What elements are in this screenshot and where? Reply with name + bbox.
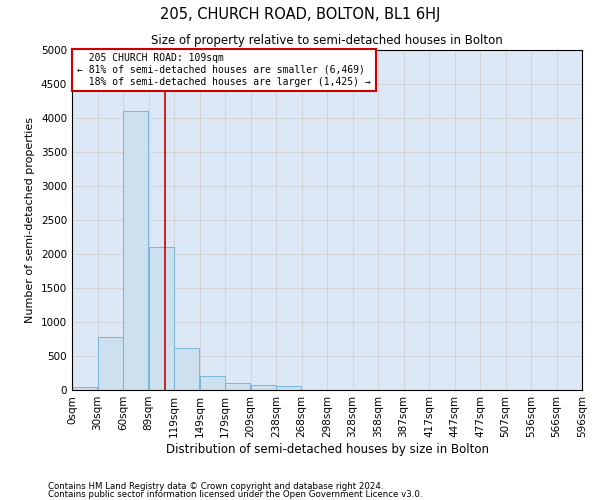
Bar <box>200 376 225 390</box>
Bar <box>123 111 148 390</box>
Text: 205, CHURCH ROAD, BOLTON, BL1 6HJ: 205, CHURCH ROAD, BOLTON, BL1 6HJ <box>160 8 440 22</box>
Y-axis label: Number of semi-detached properties: Number of semi-detached properties <box>25 117 35 323</box>
Bar <box>72 386 97 390</box>
Text: 205 CHURCH ROAD: 109sqm
← 81% of semi-detached houses are smaller (6,469)
  18% : 205 CHURCH ROAD: 109sqm ← 81% of semi-de… <box>77 54 371 86</box>
Text: Contains public sector information licensed under the Open Government Licence v3: Contains public sector information licen… <box>48 490 422 499</box>
Bar <box>251 384 276 390</box>
X-axis label: Distribution of semi-detached houses by size in Bolton: Distribution of semi-detached houses by … <box>166 442 488 456</box>
Bar <box>225 382 250 390</box>
Title: Size of property relative to semi-detached houses in Bolton: Size of property relative to semi-detach… <box>151 34 503 48</box>
Text: Contains HM Land Registry data © Crown copyright and database right 2024.: Contains HM Land Registry data © Crown c… <box>48 482 383 491</box>
Bar <box>174 348 199 390</box>
Bar <box>276 386 301 390</box>
Bar <box>149 247 174 390</box>
Bar <box>98 337 123 390</box>
